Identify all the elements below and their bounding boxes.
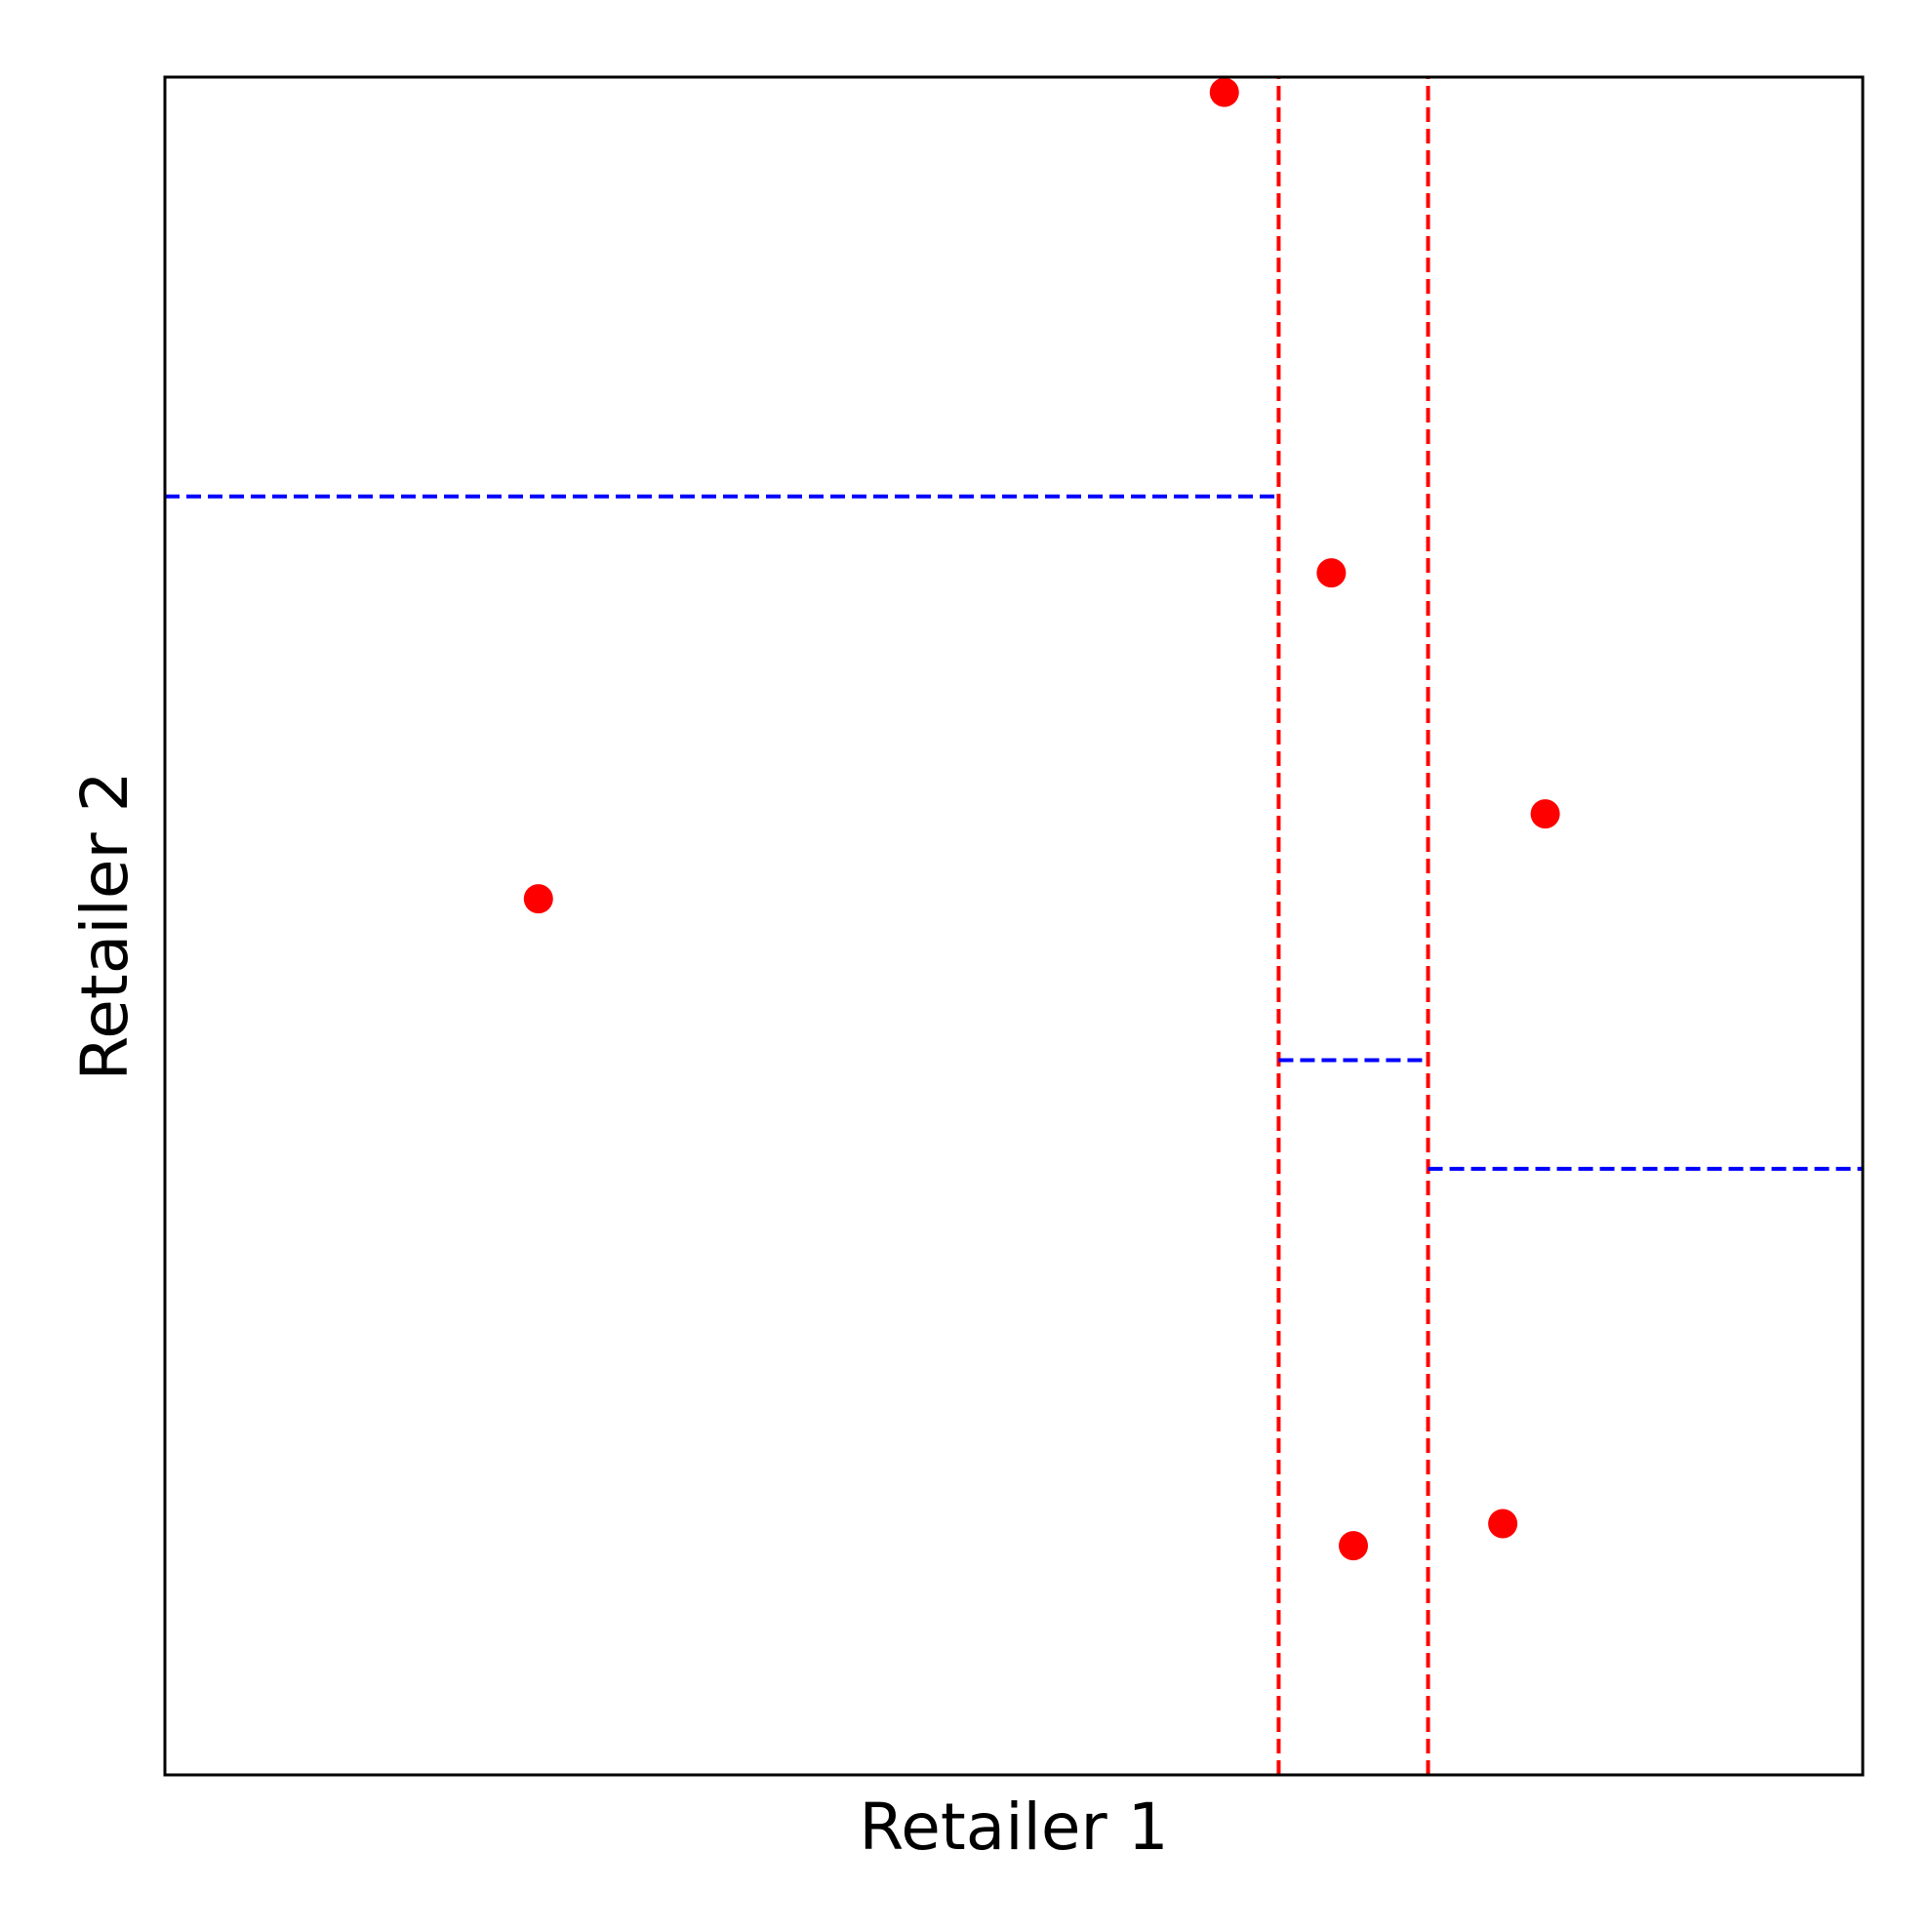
scatter-point — [1488, 1509, 1518, 1539]
x-axis-label: Retailer 1 — [859, 1790, 1168, 1865]
scatter-point — [1530, 799, 1560, 829]
boundary-lines — [165, 77, 1863, 1775]
scatter-point — [1209, 77, 1239, 107]
y-axis-label: Retailer 2 — [67, 771, 142, 1080]
plot-background — [165, 77, 1863, 1775]
scatter-points — [523, 77, 1560, 1561]
scatter-point — [1316, 558, 1347, 588]
scatter-point — [1339, 1531, 1368, 1561]
plot-frame — [163, 75, 1865, 1777]
scatter-point — [523, 884, 553, 914]
